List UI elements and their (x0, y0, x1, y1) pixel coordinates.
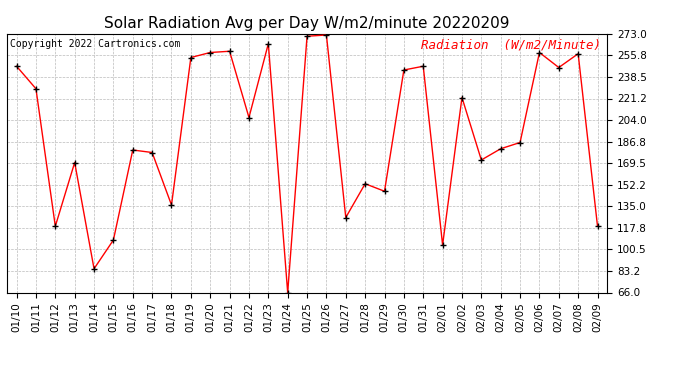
Text: Radiation  (W/m2/Minute): Radiation (W/m2/Minute) (421, 39, 601, 52)
Title: Solar Radiation Avg per Day W/m2/minute 20220209: Solar Radiation Avg per Day W/m2/minute … (104, 16, 510, 31)
Text: Copyright 2022 Cartronics.com: Copyright 2022 Cartronics.com (10, 39, 180, 49)
